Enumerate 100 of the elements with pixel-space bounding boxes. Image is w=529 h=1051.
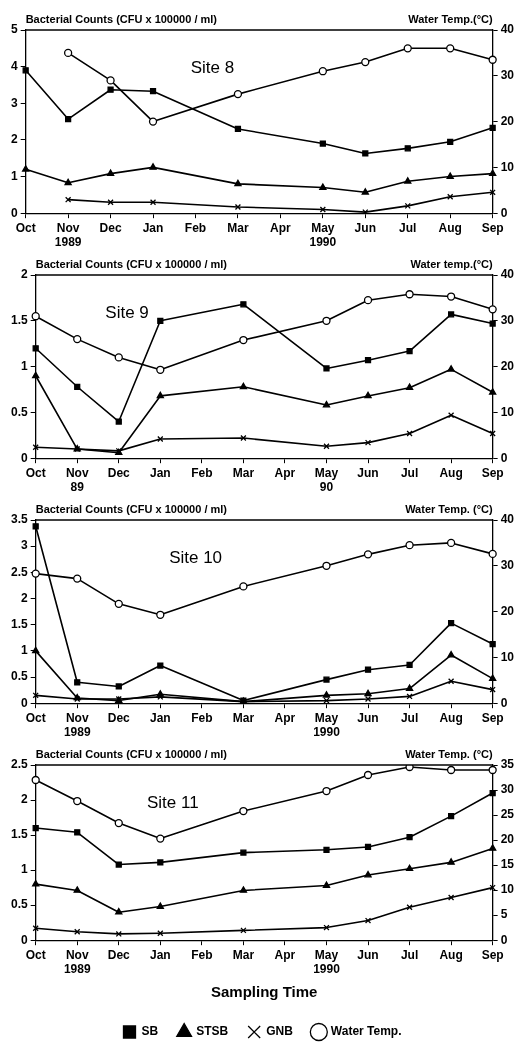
y-tick-label: 1 xyxy=(10,168,18,183)
y2-tick-label: 15 xyxy=(500,857,515,872)
x-tick-label: May 1990 xyxy=(309,220,337,250)
y2-tick-label: 10 xyxy=(500,649,515,664)
y2-tick-label: 25 xyxy=(500,807,515,822)
y-tick-label: 2 xyxy=(10,132,18,147)
x-tick-label: Nov 1989 xyxy=(63,947,91,977)
x-tick-label: Jun xyxy=(357,465,379,480)
text: Site 11 xyxy=(146,792,199,812)
x-tick-label: Sep xyxy=(481,710,504,725)
y2-tick-label: 5 xyxy=(500,907,508,922)
y2-tick-label: 40 xyxy=(500,267,515,282)
y-tick-label: 1.5 xyxy=(10,313,28,328)
y-tick-label: 2.5 xyxy=(10,564,28,579)
x-tick-label: Nov 1989 xyxy=(63,710,91,740)
x-tick-label: Aug xyxy=(439,710,463,725)
x-tick-label: Dec xyxy=(99,220,122,235)
y-tick-label: 1 xyxy=(20,643,28,658)
y2-axis-title: Water Temp.(°C) xyxy=(408,12,493,25)
y-tick-label: 0.5 xyxy=(10,669,28,684)
x-axis-title: Sampling Time xyxy=(210,983,318,1001)
x-tick-label: Jan xyxy=(149,710,171,725)
x-tick-label: Jul xyxy=(400,710,419,725)
y2-tick-label: 30 xyxy=(500,68,515,83)
y2-tick-label: 40 xyxy=(500,22,515,37)
y2-axis-title: Water temp.(°C) xyxy=(410,257,493,270)
x-tick-label: Nov 89 xyxy=(65,465,89,495)
x-tick-label: Aug xyxy=(439,465,463,480)
y-tick-label: 1 xyxy=(20,862,28,877)
y2-tick-label: 20 xyxy=(500,832,515,847)
x-tick-label: Jul xyxy=(400,947,419,962)
y-tick-label: 4 xyxy=(10,58,18,73)
text: Site 8 xyxy=(190,57,235,77)
x-tick-label: Aug xyxy=(438,220,462,235)
x-tick-label: Aug xyxy=(439,947,463,962)
y2-tick-label: 40 xyxy=(500,512,515,527)
x-tick-label: Apr xyxy=(274,465,296,480)
y-tick-label: 3.5 xyxy=(10,512,28,527)
x-tick-label: Feb xyxy=(191,465,213,480)
x-tick-label: Feb xyxy=(191,947,213,962)
x-tick-label: Feb xyxy=(191,710,213,725)
x-tick-label: Mar xyxy=(227,220,249,235)
y-axis-title: Bacterial Counts (CFU x 100000 / ml) xyxy=(25,12,218,25)
x-tick-label: Jun xyxy=(357,710,379,725)
y2-tick-label: 30 xyxy=(500,782,515,797)
y-axis-title: Bacterial Counts (CFU x 100000 / ml) xyxy=(35,257,228,270)
x-tick-label: Jan xyxy=(142,220,164,235)
x-tick-label: Nov 1989 xyxy=(54,220,82,250)
x-tick-label: Dec xyxy=(107,465,131,480)
y2-tick-label: 30 xyxy=(500,558,515,573)
y-tick-label: 0.5 xyxy=(10,404,28,419)
y2-tick-label: 30 xyxy=(500,313,515,328)
x-tick-label: Apr xyxy=(274,947,296,962)
x-tick-label: Sep xyxy=(481,947,504,962)
legend-label: SB xyxy=(141,1024,159,1039)
x-tick-label: May 1990 xyxy=(313,947,341,977)
x-tick-label: Jul xyxy=(400,465,419,480)
x-tick-label: Apr xyxy=(274,710,296,725)
legend-label: STSB xyxy=(196,1024,229,1039)
text: Site 9 xyxy=(105,302,149,322)
x-tick-label: Jan xyxy=(149,947,171,962)
y-tick-label: 1.5 xyxy=(10,827,28,842)
y2-tick-label: 0 xyxy=(500,932,508,947)
x-tick-label: Oct xyxy=(25,710,46,725)
x-tick-label: Sep xyxy=(481,220,504,235)
x-tick-label: May 90 xyxy=(314,465,339,495)
y-tick-label: 3 xyxy=(20,538,28,553)
y2-axis-title: Water Temp. (°C) xyxy=(405,747,493,760)
y-tick-label: 0.5 xyxy=(10,897,28,912)
x-tick-label: Jan xyxy=(149,465,171,480)
y-tick-label: 0 xyxy=(20,695,28,710)
y2-tick-label: 0 xyxy=(500,695,508,710)
x-tick-label: Jun xyxy=(357,947,379,962)
y2-tick-label: 35 xyxy=(500,757,515,772)
x-tick-label: Oct xyxy=(25,465,46,480)
x-tick-label: Sep xyxy=(481,465,504,480)
y2-tick-label: 10 xyxy=(500,404,515,419)
x-tick-label: Mar xyxy=(232,947,255,962)
y-tick-label: 2 xyxy=(20,792,28,807)
text: Site 10 xyxy=(169,547,223,567)
y-tick-label: 1 xyxy=(20,358,28,373)
y-tick-label: 0 xyxy=(10,205,18,220)
x-tick-label: Feb xyxy=(184,220,207,235)
y2-axis-title: Water Temp. (°C) xyxy=(405,502,493,515)
y-axis-title: Bacterial Counts (CFU x 100000 / ml) xyxy=(35,502,228,515)
y2-tick-label: 20 xyxy=(500,113,515,128)
y2-tick-label: 0 xyxy=(500,205,508,220)
y-tick-label: 2 xyxy=(20,590,28,605)
x-tick-label: Dec xyxy=(107,710,131,725)
y-tick-label: 1.5 xyxy=(10,617,28,631)
y-tick-label: 0 xyxy=(20,450,28,465)
y-tick-label: 0 xyxy=(20,932,28,947)
x-tick-label: Apr xyxy=(270,220,292,235)
x-tick-label: Jun xyxy=(354,220,376,235)
x-tick-label: Oct xyxy=(25,947,46,962)
y-tick-label: 2 xyxy=(20,267,28,282)
y-tick-label: 2.5 xyxy=(10,757,28,772)
legend-label: GNB xyxy=(266,1024,294,1039)
y2-tick-label: 10 xyxy=(500,159,515,174)
x-tick-label: Mar xyxy=(232,710,255,725)
